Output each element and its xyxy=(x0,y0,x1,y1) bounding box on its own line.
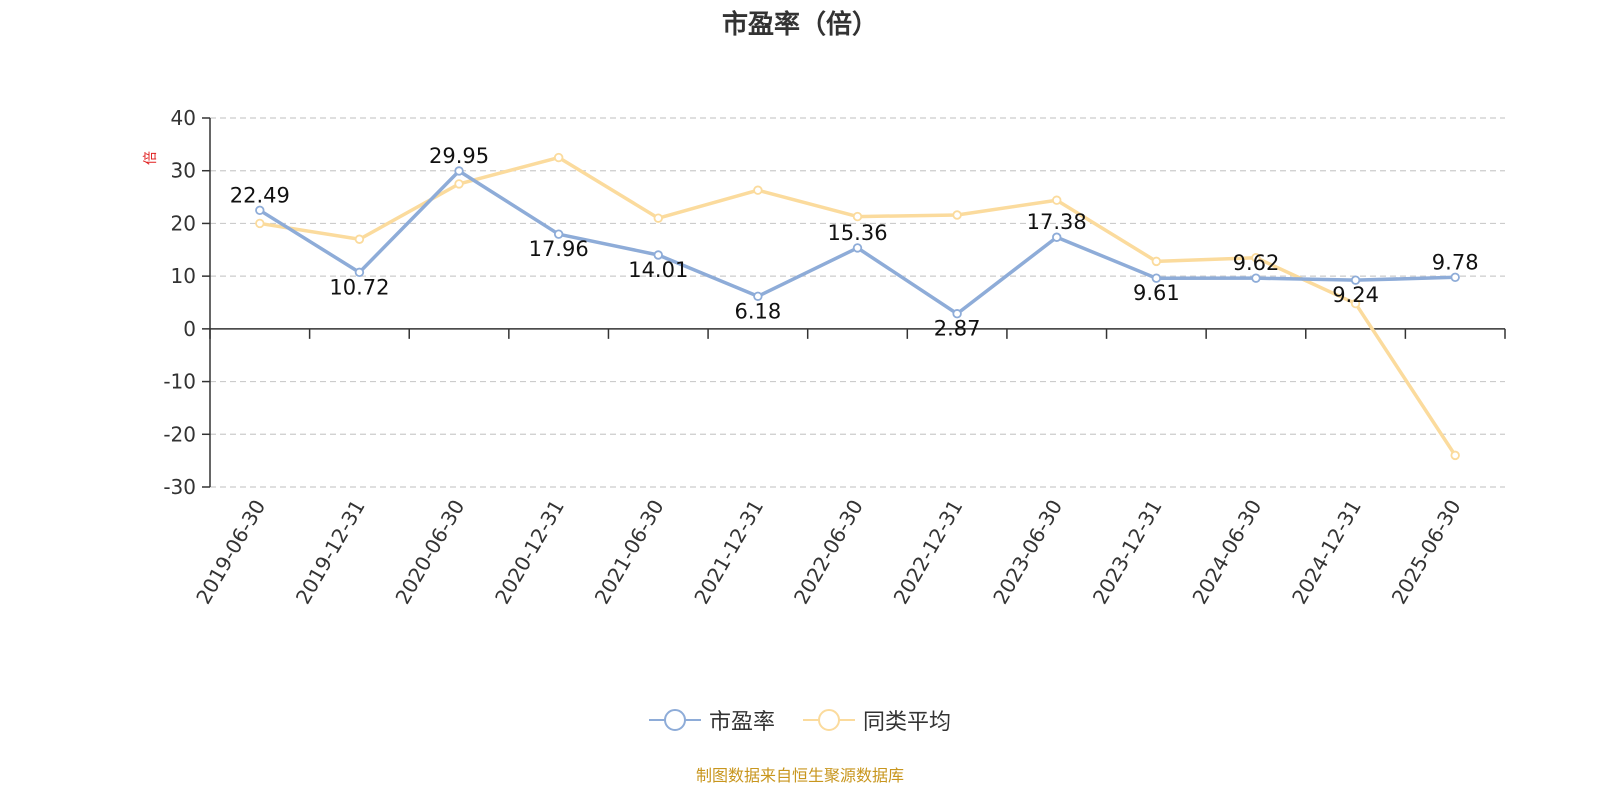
x-tick-label: 2019-06-30 xyxy=(191,496,270,609)
data-point xyxy=(1151,256,1162,267)
line-chart: 40 30 20 10 0 -10 -20 -30 倍 2019-06-30 2019-12-31 2… xyxy=(143,106,1506,609)
x-tick-label: 2024-12-31 xyxy=(1287,496,1366,609)
x-tick-label: 2020-06-30 xyxy=(390,496,469,609)
y-tick-label: 10 xyxy=(171,264,196,288)
data-point xyxy=(255,205,265,216)
y-tick-label: -10 xyxy=(163,370,196,394)
series-line-1 xyxy=(259,155,1457,457)
data-point xyxy=(753,291,763,301)
data-point xyxy=(653,213,663,223)
x-tick-label: 2021-06-30 xyxy=(590,496,669,609)
axes: 40 30 20 10 0 -10 -20 -30 倍 2019-06-30 2019-12-31 2… xyxy=(143,106,1506,609)
data-point xyxy=(1251,252,1261,263)
legend-item[interactable]: 市盈率 xyxy=(648,704,775,736)
x-tick-label: 2023-06-30 xyxy=(988,496,1067,609)
x-tick-label: 2024-06-30 xyxy=(1187,496,1266,609)
data-point xyxy=(553,152,564,163)
data-point xyxy=(1450,272,1460,283)
data-source-note: 制图数据来自恒生聚源数据库 xyxy=(695,766,904,785)
x-tick-label: 2022-12-31 xyxy=(889,496,968,609)
legend-swatch-icon xyxy=(803,709,855,731)
legend: 市盈率 同类平均 xyxy=(0,704,1600,736)
data-point xyxy=(553,229,564,239)
data-point xyxy=(255,218,265,229)
data-point xyxy=(753,185,763,195)
y-tick-label: -20 xyxy=(163,422,196,446)
data-label: 9.62 xyxy=(1233,251,1280,275)
data-point xyxy=(454,166,464,176)
data-labels: 22.49 10.72 29.95 17.96 14.01 6.18 15.36 2.87 17… xyxy=(230,144,1479,341)
data-label: 2.87 xyxy=(934,317,981,341)
data-label: 9.61 xyxy=(1133,281,1180,305)
x-tick-label: 2020-12-31 xyxy=(490,496,569,609)
data-point xyxy=(1052,232,1062,242)
data-point xyxy=(1151,273,1162,283)
y-tick-label: 40 xyxy=(171,106,196,130)
data-point xyxy=(1052,195,1062,205)
data-point xyxy=(952,309,962,319)
data-point xyxy=(354,267,365,278)
data-label: 14.01 xyxy=(628,258,688,282)
data-label: 17.38 xyxy=(1027,210,1087,234)
data-label: 17.96 xyxy=(529,237,589,261)
y-tick-label: -30 xyxy=(163,475,196,499)
data-label: 10.72 xyxy=(329,275,389,299)
data-point xyxy=(1450,450,1460,461)
y-tick-label: 30 xyxy=(171,159,196,183)
x-tick-label: 2025-06-30 xyxy=(1387,496,1466,609)
data-point xyxy=(852,243,863,253)
grid-lines xyxy=(210,117,1505,488)
y-tick-label: 0 xyxy=(183,317,196,341)
data-label: 22.49 xyxy=(230,183,290,207)
data-label: 9.24 xyxy=(1332,283,1379,307)
data-point xyxy=(852,211,863,222)
y-tick-label: 20 xyxy=(171,211,196,235)
data-label: 29.95 xyxy=(429,144,489,168)
data-point xyxy=(952,210,962,220)
data-label: 6.18 xyxy=(735,299,782,323)
legend-item[interactable]: 同类平均 xyxy=(803,704,951,736)
x-tick-label: 2023-12-31 xyxy=(1088,496,1167,609)
data-point xyxy=(1251,273,1261,283)
series-lines xyxy=(255,152,1460,461)
x-tick-label: 2022-06-30 xyxy=(789,496,868,609)
legend-label: 市盈率 xyxy=(708,710,775,735)
legend-swatch-icon xyxy=(648,709,701,731)
legend-label: 同类平均 xyxy=(863,710,952,735)
data-label: 15.36 xyxy=(827,221,887,245)
chart-title: 市盈率（倍） xyxy=(721,10,878,40)
data-point xyxy=(1350,298,1361,309)
y-axis-unit-label: 倍 xyxy=(143,151,159,165)
data-label: 9.78 xyxy=(1432,250,1479,274)
data-point xyxy=(354,234,365,244)
data-point xyxy=(653,250,663,260)
x-tick-label: 2021-12-31 xyxy=(689,496,768,609)
data-point xyxy=(1350,275,1361,285)
x-tick-label: 2019-12-31 xyxy=(291,496,370,609)
data-point xyxy=(454,179,464,189)
